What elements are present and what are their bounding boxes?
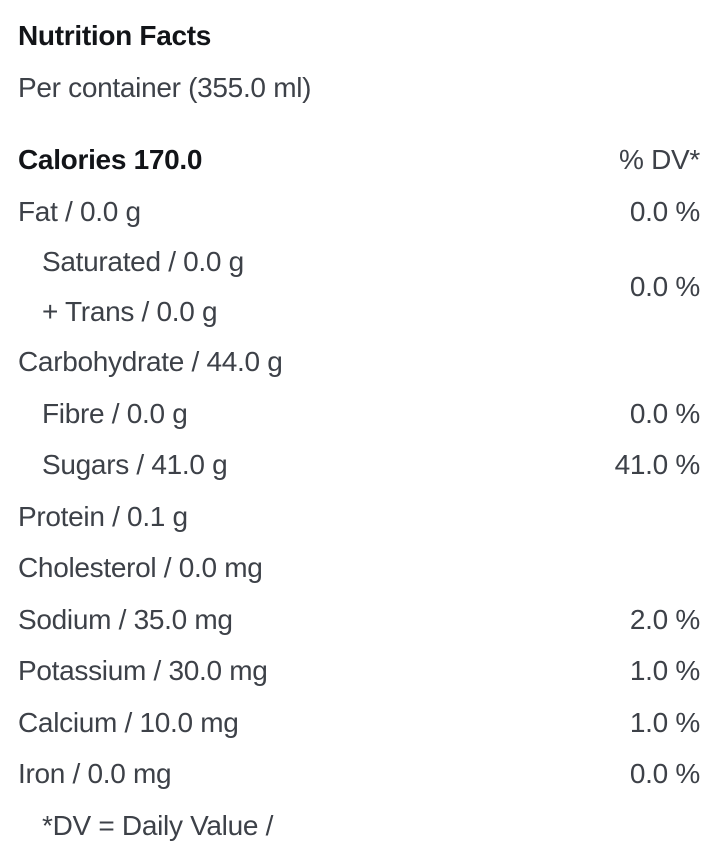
nutrient-label-group: Saturated / 0.0 g + Trans / 0.0 g xyxy=(18,238,244,337)
footnote-row: *DV = Daily Value / xyxy=(18,800,700,852)
daily-value-percent: 0.0 % xyxy=(629,195,700,227)
calories-row: Calories 170.0 % DV* xyxy=(18,134,700,186)
nutrient-row-protein: Protein / 0.1 g xyxy=(18,491,700,543)
nutrient-row-fat: Fat / 0.0 g 0.0 % xyxy=(18,186,700,238)
calories-value: Calories 170.0 xyxy=(18,144,203,175)
nutrient-row-fibre: Fibre / 0.0 g 0.0 % xyxy=(18,388,700,440)
nutrient-label: Calcium / 10.0 mg xyxy=(18,706,239,738)
panel-header: Nutrition Facts xyxy=(18,10,700,62)
nutrient-label: Sugars / 41.0 g xyxy=(42,449,228,481)
nutrient-label: Sodium / 35.0 mg xyxy=(18,603,233,635)
nutrient-label: Carbohydrate / 44.0 g xyxy=(18,346,283,378)
daily-value-header: % DV* xyxy=(619,144,700,175)
nutrient-row-potassium: Potassium / 30.0 mg 1.0 % xyxy=(18,646,700,698)
serving-size-text: Per container (355.0 ml) xyxy=(18,72,312,103)
daily-value-percent: 0.0 % xyxy=(629,758,700,790)
nutrient-row-sugars: Sugars / 41.0 g 41.0 % xyxy=(18,440,700,492)
nutrient-rows: Fat / 0.0 g 0.0 % Saturated / 0.0 g + Trans… xyxy=(18,186,700,800)
serving-row: Per container (355.0 ml) xyxy=(18,62,700,114)
nutrient-row-iron: Iron / 0.0 mg 0.0 % xyxy=(18,749,700,801)
daily-value-percent: 0.0 % xyxy=(629,397,700,429)
dv-footnote-text: *DV = Daily Value / xyxy=(42,809,274,841)
nutrient-label: Saturated / 0.0 g xyxy=(42,246,244,278)
nutrient-row-calcium: Calcium / 10.0 mg 1.0 % xyxy=(18,697,700,749)
nutrient-label: Potassium / 30.0 mg xyxy=(18,655,268,687)
daily-value-percent: 1.0 % xyxy=(629,655,700,687)
nutrient-row-saturated-trans: Saturated / 0.0 g + Trans / 0.0 g 0.0 % xyxy=(18,238,700,337)
nutrient-label: Fibre / 0.0 g xyxy=(42,397,188,429)
daily-value-percent: 0.0 % xyxy=(629,271,700,302)
daily-value-percent: 2.0 % xyxy=(629,603,700,635)
nutrient-label: Iron / 0.0 mg xyxy=(18,758,172,790)
nutrient-label: Cholesterol / 0.0 mg xyxy=(18,552,263,584)
nutrient-row-sodium: Sodium / 35.0 mg 2.0 % xyxy=(18,594,700,646)
daily-value-percent: 1.0 % xyxy=(629,706,700,738)
nutrient-row-cholesterol: Cholesterol / 0.0 mg xyxy=(18,543,700,595)
nutrient-label: Protein / 0.1 g xyxy=(18,500,188,532)
panel-title: Nutrition Facts xyxy=(18,20,212,51)
nutrient-label: + Trans / 0.0 g xyxy=(42,295,218,327)
daily-value-percent: 41.0 % xyxy=(614,449,701,481)
nutrient-label: Fat / 0.0 g xyxy=(18,195,141,227)
nutrient-row-carbohydrate: Carbohydrate / 44.0 g xyxy=(18,337,700,389)
